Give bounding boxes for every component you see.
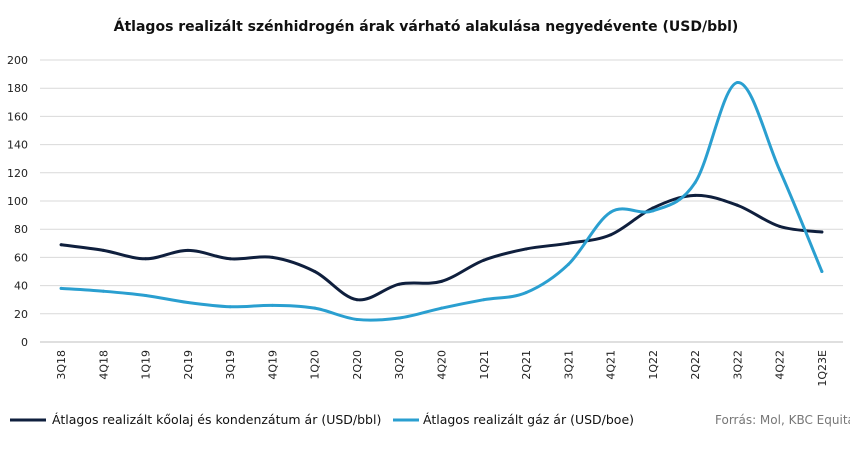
x-tick-label: 2Q22 <box>689 350 702 380</box>
y-axis-ticks: 0 20 40 60 80 100 120 140 160 180 200 <box>7 54 28 349</box>
data-point <box>186 248 190 252</box>
data-point <box>482 298 486 302</box>
data-point <box>778 168 782 172</box>
y-tick-label: 180 <box>7 82 28 95</box>
y-tick-label: 160 <box>7 110 28 123</box>
x-tick-label: 2Q19 <box>182 350 195 380</box>
data-point <box>440 306 443 310</box>
x-tick-label: 1Q21 <box>478 350 491 380</box>
data-point <box>270 303 274 307</box>
series-lines <box>59 81 824 322</box>
data-point <box>355 317 359 321</box>
x-tick-label: 1Q19 <box>140 350 153 380</box>
x-tick-label: 1Q20 <box>309 350 322 380</box>
data-point <box>59 243 63 247</box>
x-tick-label: 2Q20 <box>351 350 364 380</box>
data-point <box>820 230 824 234</box>
data-point <box>693 181 697 185</box>
gridlines <box>40 59 843 315</box>
legend-label-crude: Átlagos realizált kőolaj és kondenzátum … <box>52 412 381 427</box>
series-line-crude <box>59 193 824 302</box>
x-tick-label: 4Q18 <box>97 350 110 380</box>
data-point <box>609 210 613 214</box>
data-point <box>59 286 63 290</box>
y-tick-label: 0 <box>21 336 28 349</box>
series-line-gas <box>59 81 824 322</box>
data-point <box>524 247 528 251</box>
data-point <box>270 255 274 259</box>
data-point <box>313 306 317 310</box>
data-point <box>101 289 105 293</box>
data-point <box>566 241 570 245</box>
y-tick-label: 40 <box>14 280 28 293</box>
legend-label-gas: Átlagos realizált gáz ár (USD/boe) <box>423 412 634 427</box>
x-tick-label: 4Q22 <box>774 350 787 380</box>
y-tick-label: 60 <box>14 251 28 264</box>
data-point <box>186 301 190 305</box>
data-point <box>313 270 317 273</box>
data-point <box>144 257 148 261</box>
x-tick-label: 1Q23E <box>816 350 829 387</box>
data-point <box>820 270 824 273</box>
data-point <box>228 305 232 309</box>
y-tick-label: 100 <box>7 195 28 208</box>
data-point <box>651 209 655 213</box>
data-point <box>778 224 782 228</box>
data-point <box>144 293 148 297</box>
x-tick-label: 3Q19 <box>224 350 237 380</box>
data-point <box>566 262 570 266</box>
data-point <box>735 203 739 207</box>
data-point <box>693 193 697 197</box>
y-tick-label: 200 <box>7 54 28 67</box>
x-tick-label: 1Q22 <box>647 350 660 380</box>
x-tick-label: 3Q20 <box>393 350 406 380</box>
data-point <box>397 282 401 286</box>
data-point <box>482 258 486 262</box>
x-tick-label: 4Q21 <box>605 350 618 380</box>
source-note: Forrás: Mol, KBC Equitas <box>715 413 850 427</box>
data-point <box>651 206 655 210</box>
x-tick-label: 3Q22 <box>731 350 744 380</box>
data-point <box>524 291 528 295</box>
x-tick-label: 4Q20 <box>436 350 449 380</box>
y-tick-label: 80 <box>14 223 28 236</box>
x-tick-label: 3Q18 <box>55 350 68 380</box>
x-tick-label: 3Q21 <box>562 350 575 380</box>
y-tick-label: 20 <box>14 308 28 321</box>
y-tick-label: 140 <box>7 139 28 152</box>
x-axis-ticks: 3Q18 4Q18 1Q19 2Q19 3Q19 4Q19 1Q20 2Q20 3Q20 4Q20… <box>55 350 829 387</box>
data-point <box>228 257 232 261</box>
legend: Átlagos realizált kőolaj és kondenzátum … <box>10 412 634 427</box>
x-tick-label: 4Q19 <box>266 350 279 380</box>
chart-title: Átlagos realizált szénhidrogén árak várh… <box>114 18 739 35</box>
data-point <box>397 316 401 320</box>
data-point <box>609 233 613 237</box>
data-point <box>355 298 359 302</box>
x-tick-label: 2Q21 <box>520 350 533 380</box>
data-point <box>440 279 443 283</box>
data-point <box>735 81 739 85</box>
data-point <box>101 248 105 252</box>
y-tick-label: 120 <box>7 167 28 180</box>
